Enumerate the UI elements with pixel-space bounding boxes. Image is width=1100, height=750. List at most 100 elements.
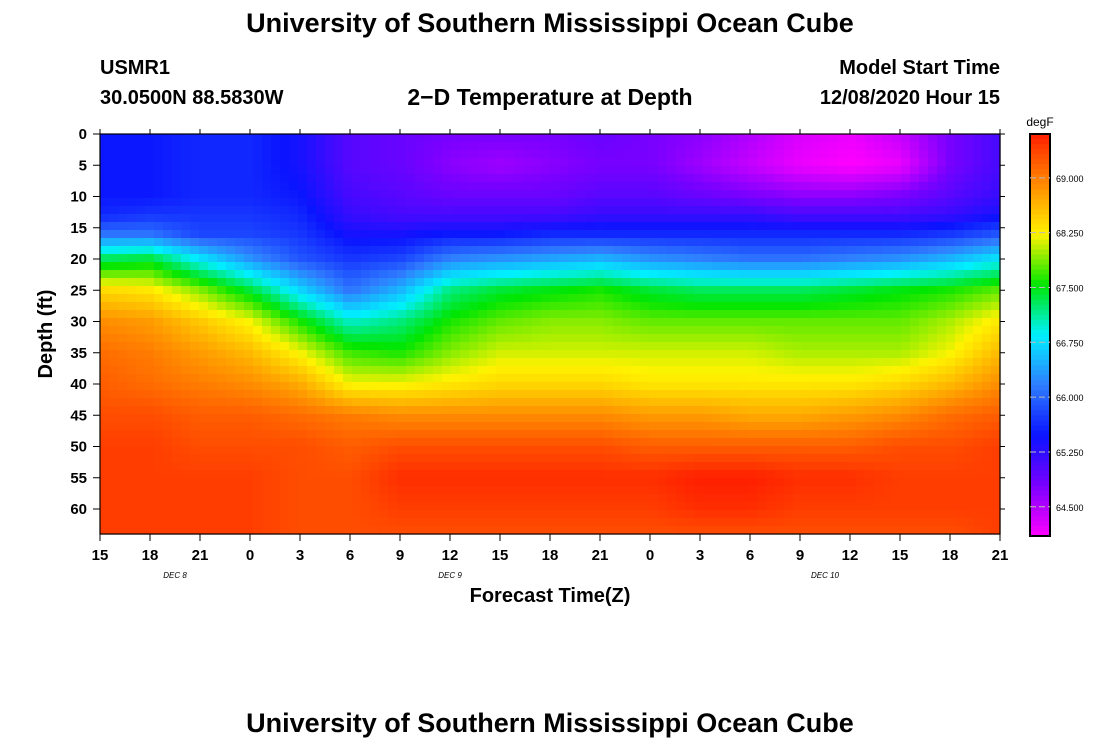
- heatmap-cell: [757, 190, 767, 199]
- heatmap-cell: [424, 382, 434, 391]
- heatmap-cell: [577, 302, 587, 311]
- heatmap-cell: [910, 526, 920, 535]
- heatmap-cell: [955, 358, 965, 367]
- heatmap-cell: [883, 358, 893, 367]
- heatmap-cell: [820, 198, 830, 207]
- heatmap-cell: [550, 286, 560, 295]
- heatmap-cell: [406, 222, 416, 231]
- heatmap-cell: [775, 526, 785, 535]
- heatmap-cell: [271, 358, 281, 367]
- heatmap-cell: [379, 150, 389, 159]
- heatmap-cell: [262, 142, 272, 151]
- heatmap-cell: [658, 214, 668, 223]
- heatmap-cell: [649, 454, 659, 463]
- heatmap-cell: [712, 334, 722, 343]
- heatmap-cell: [163, 262, 173, 271]
- heatmap-cell: [532, 478, 542, 487]
- heatmap-cell: [109, 334, 119, 343]
- heatmap-cell: [469, 310, 479, 319]
- heatmap-cell: [640, 198, 650, 207]
- heatmap-cell: [694, 398, 704, 407]
- heatmap-cell: [145, 246, 155, 255]
- heatmap-cell: [991, 358, 1001, 367]
- heatmap-cell: [532, 422, 542, 431]
- heatmap-cell: [640, 438, 650, 447]
- heatmap-cell: [478, 446, 488, 455]
- heatmap-cell: [316, 158, 326, 167]
- heatmap-cell: [919, 150, 929, 159]
- heatmap-cell: [559, 526, 569, 535]
- heatmap-cell: [631, 462, 641, 471]
- heatmap-cell: [271, 502, 281, 511]
- heatmap-cell: [523, 182, 533, 191]
- heatmap-cell: [703, 374, 713, 383]
- heatmap-cell: [982, 134, 992, 143]
- heatmap-cell: [919, 422, 929, 431]
- heatmap-cell: [505, 174, 515, 183]
- heatmap-cell: [100, 318, 110, 327]
- heatmap-cell: [469, 270, 479, 279]
- heatmap-cell: [298, 214, 308, 223]
- heatmap-cell: [271, 326, 281, 335]
- heatmap-cell: [685, 342, 695, 351]
- heatmap-cell: [343, 358, 353, 367]
- heatmap-cell: [928, 414, 938, 423]
- heatmap-cell: [640, 526, 650, 535]
- heatmap-cell: [478, 494, 488, 503]
- heatmap-cell: [892, 166, 902, 175]
- heatmap-cell: [217, 318, 227, 327]
- heatmap-cell: [658, 494, 668, 503]
- heatmap-cell: [748, 222, 758, 231]
- heatmap-cell: [532, 502, 542, 511]
- heatmap-cell: [379, 510, 389, 519]
- heatmap-cell: [163, 350, 173, 359]
- heatmap-cell: [595, 262, 605, 271]
- heatmap-cell: [586, 470, 596, 479]
- heatmap-cell: [748, 334, 758, 343]
- heatmap-cell: [964, 142, 974, 151]
- heatmap-cell: [667, 454, 677, 463]
- heatmap-cell: [559, 182, 569, 191]
- heatmap-cell: [190, 382, 200, 391]
- heatmap-cell: [892, 446, 902, 455]
- heatmap-cell: [964, 382, 974, 391]
- heatmap-cell: [271, 438, 281, 447]
- heatmap-cell: [775, 454, 785, 463]
- heatmap-cell: [577, 438, 587, 447]
- heatmap-cell: [262, 262, 272, 271]
- heatmap-cell: [568, 430, 578, 439]
- heatmap-cell: [955, 510, 965, 519]
- heatmap-cell: [991, 374, 1001, 383]
- heatmap-cell: [541, 494, 551, 503]
- heatmap-cell: [307, 286, 317, 295]
- heatmap-cell: [154, 470, 164, 479]
- heatmap-cell: [757, 142, 767, 151]
- heatmap-cell: [478, 326, 488, 335]
- heatmap-cell: [874, 174, 884, 183]
- heatmap-cell: [685, 214, 695, 223]
- heatmap-cell: [478, 150, 488, 159]
- heatmap-cell: [667, 398, 677, 407]
- heatmap-cell: [712, 350, 722, 359]
- heatmap-cell: [766, 390, 776, 399]
- heatmap-cell: [199, 446, 209, 455]
- heatmap-cell: [829, 174, 839, 183]
- heatmap-cell: [514, 398, 524, 407]
- heatmap-cell: [496, 390, 506, 399]
- heatmap-cell: [307, 454, 317, 463]
- heatmap-cell: [901, 526, 911, 535]
- heatmap-cell: [946, 318, 956, 327]
- heatmap-cell: [892, 406, 902, 415]
- heatmap-cell: [676, 198, 686, 207]
- heatmap-cell: [325, 358, 335, 367]
- heatmap-cell: [163, 326, 173, 335]
- heatmap-cell: [442, 446, 452, 455]
- heatmap-cell: [397, 414, 407, 423]
- heatmap-cell: [838, 350, 848, 359]
- heatmap-cell: [964, 502, 974, 511]
- heatmap-cell: [892, 526, 902, 535]
- heatmap-cell: [433, 494, 443, 503]
- heatmap-cell: [316, 318, 326, 327]
- heatmap-cell: [856, 254, 866, 263]
- heatmap-cell: [442, 246, 452, 255]
